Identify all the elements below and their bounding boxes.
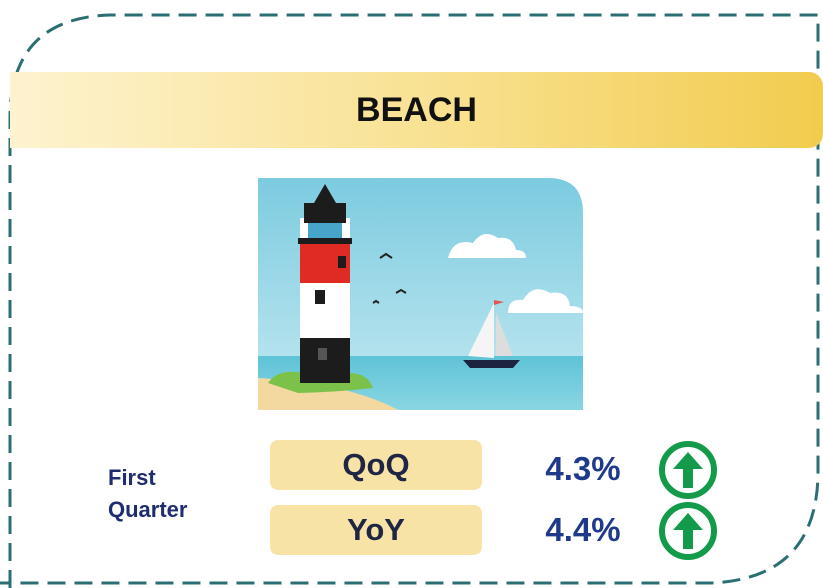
beach-illustration <box>258 178 583 410</box>
title: BEACH <box>10 72 823 148</box>
up-arrow-icon <box>656 438 720 502</box>
page: BEACH First Quarter QoQ 4.3% YoY 4.4% ((… <box>0 0 823 588</box>
metric-label: YoY <box>270 505 482 555</box>
period-label: First Quarter <box>108 462 228 526</box>
metric-label: QoQ <box>270 440 482 490</box>
up-arrow-icon <box>656 499 720 563</box>
metric-value: 4.4% <box>528 505 638 555</box>
metric-value: 4.3% <box>528 444 638 494</box>
